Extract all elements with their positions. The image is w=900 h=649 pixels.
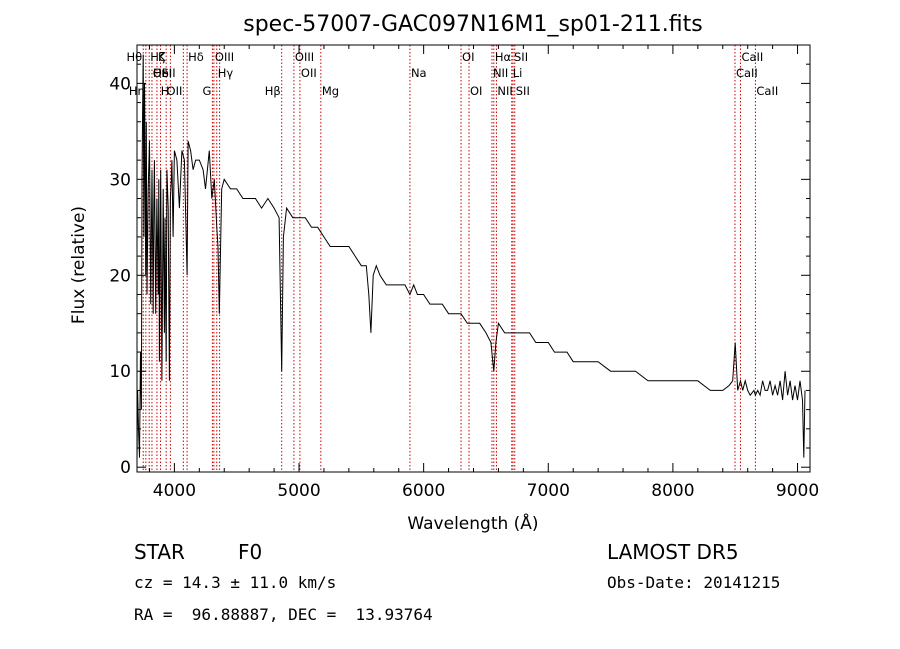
spectral-line-label: Li bbox=[513, 66, 523, 80]
spectral-line-label: CaII bbox=[736, 66, 758, 80]
spectral-line-label: OII bbox=[301, 66, 317, 80]
spectral-line-label: Hγ bbox=[218, 66, 234, 80]
spectral-line-label: OI bbox=[470, 84, 482, 98]
spectral-line-label: G bbox=[202, 84, 211, 98]
spectral-line-label: SII bbox=[516, 84, 530, 98]
spectral-line-label: OIII bbox=[295, 50, 314, 64]
spectral-line-label: OI bbox=[153, 66, 165, 80]
observation-date: Obs-Date: 20141215 bbox=[607, 573, 781, 592]
spectral-line-label: K bbox=[158, 50, 166, 64]
redshift-cz: cz = 14.3 ± 11.0 km/s bbox=[134, 573, 337, 592]
spectral-line-markers bbox=[142, 45, 756, 472]
spectral-line-label: Hθ bbox=[127, 50, 143, 64]
coordinates: RA = 96.88887, DEC = 13.93764 bbox=[134, 605, 433, 624]
spectral-line-label: NII bbox=[497, 84, 512, 98]
x-axis-label: Wavelength (Å) bbox=[407, 512, 538, 534]
object-class: STAR bbox=[134, 540, 185, 564]
survey-name: LAMOST DR5 bbox=[607, 540, 739, 564]
spectral-line-label: Hβ bbox=[265, 84, 281, 98]
spectral-line-label: Hα bbox=[495, 50, 512, 64]
spectral-line-label: OI bbox=[462, 50, 474, 64]
x-tick-label: 9000 bbox=[776, 481, 819, 501]
spectral-line-label: H bbox=[161, 84, 170, 98]
y-tick-label: 40 bbox=[109, 74, 131, 94]
spectral-line-label: CaII bbox=[741, 50, 763, 64]
y-tick-label: 0 bbox=[120, 458, 131, 478]
spectral-line-labels: HθHηHζHeIKSIIOIHOIIHδGOIIIHγHβOIIIOIIMgN… bbox=[127, 50, 779, 98]
spectral-line-label: OIII bbox=[215, 50, 234, 64]
y-tick-label: 30 bbox=[109, 170, 131, 190]
object-subclass: F0 bbox=[238, 540, 263, 564]
spectral-line-label: NII bbox=[493, 66, 508, 80]
spectral-line-label: Na bbox=[411, 66, 427, 80]
x-tick-label: 4000 bbox=[153, 481, 196, 501]
y-axis-label: Flux (relative) bbox=[69, 206, 89, 324]
plot-frame bbox=[136, 44, 811, 473]
chart-title: spec-57007-GAC097N16M1_sp01-211.fits bbox=[243, 12, 703, 37]
spectral-line-label: SII bbox=[162, 66, 176, 80]
x-axis-ticks: 4000 5000 6000 7000 8000 9000 bbox=[148, 45, 819, 501]
spectral-line-label: Hδ bbox=[188, 50, 204, 64]
y-tick-label: 10 bbox=[109, 362, 131, 382]
y-axis-ticks: 0 10 20 30 40 bbox=[109, 44, 810, 478]
spectrum-series-line bbox=[136, 54, 806, 463]
spectral-line-label: CaII bbox=[756, 84, 778, 98]
spectral-line-label: SII bbox=[514, 50, 528, 64]
x-tick-label: 8000 bbox=[651, 481, 694, 501]
x-tick-label: 6000 bbox=[402, 481, 445, 501]
spectral-line-label: Mg bbox=[322, 84, 339, 98]
spectral-line-label: OII bbox=[167, 84, 183, 98]
x-tick-label: 7000 bbox=[527, 481, 570, 501]
spectral-line-label: HeI bbox=[153, 66, 172, 80]
x-tick-label: 5000 bbox=[277, 481, 320, 501]
spectral-line-label: Hζ bbox=[150, 50, 165, 64]
y-tick-label: 20 bbox=[109, 266, 131, 286]
